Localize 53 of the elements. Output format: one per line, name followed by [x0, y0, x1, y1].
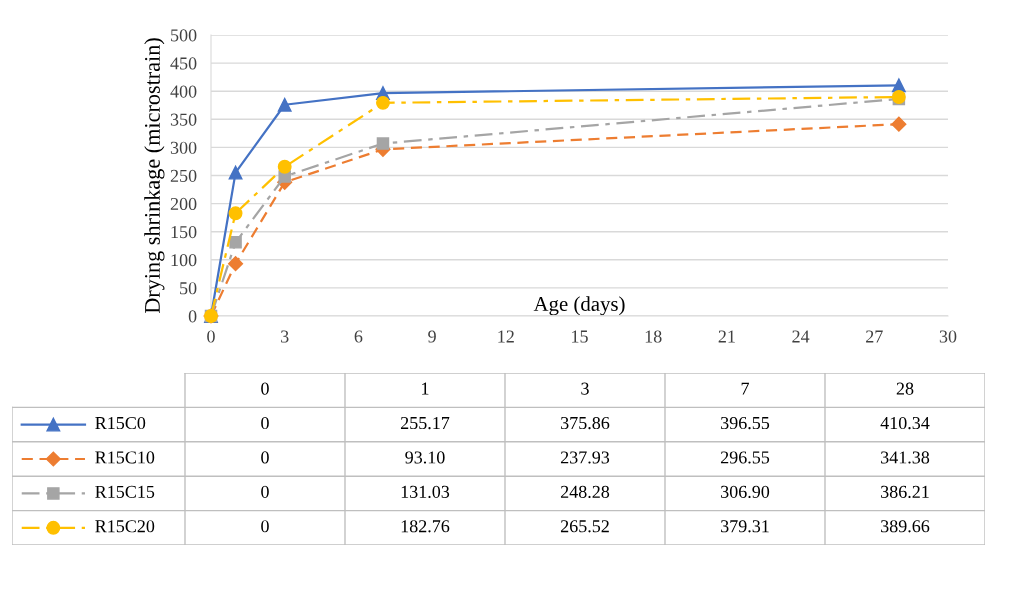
category-label: 0 — [261, 520, 269, 533]
x-tick-label: 9 — [428, 330, 436, 343]
y-tick-label: 100 — [171, 254, 197, 267]
legend-label: R15C0 — [95, 416, 146, 430]
category-label: 0 — [261, 485, 269, 498]
y-tick-label: 50 — [180, 282, 197, 295]
text: 255.17 — [400, 416, 450, 430]
y-tick-label: 300 — [170, 141, 197, 154]
y-tick-label: 500 — [171, 29, 197, 42]
legend-label: R15C20 — [95, 520, 155, 533]
legend-label: R15C10 — [95, 451, 155, 464]
text: 93.10 — [405, 451, 445, 464]
x-tick-label: 21 — [718, 330, 735, 343]
category-label: 3 — [581, 382, 589, 395]
text: 131.03 — [401, 485, 450, 498]
y-tick-label: 450 — [170, 57, 197, 70]
text: 396.55 — [721, 416, 770, 430]
text: 296.55 — [720, 451, 770, 464]
x-tick-label: 6 — [354, 330, 363, 343]
text: 0 — [261, 451, 269, 464]
x-tick-label: 18 — [645, 330, 662, 343]
y-tick-label: 250 — [170, 169, 197, 182]
x-tick-label: 24 — [792, 330, 810, 343]
y-tick-label: 200 — [170, 197, 197, 211]
category-label: 7 — [741, 382, 749, 395]
y-tick-label: 150 — [171, 225, 197, 239]
text: 386.21 — [881, 485, 929, 498]
x-tick-label: 27 — [866, 330, 883, 343]
category-label: 1 — [422, 382, 429, 395]
text: 379.31 — [721, 520, 769, 533]
y-tick-label: 350 — [170, 113, 197, 126]
text: 0 — [261, 416, 269, 430]
x-tick-label: 3 — [281, 330, 289, 343]
text: 389.66 — [881, 520, 930, 533]
text: 375.86 — [561, 416, 610, 430]
x-tick-label: 12 — [498, 330, 514, 343]
category-label: 0 — [261, 382, 269, 395]
text: 265.52 — [560, 520, 609, 533]
text: 182.76 — [401, 520, 450, 533]
x-tick-label: 15 — [572, 330, 588, 343]
y-tick-label: 400 — [170, 85, 197, 98]
text: 341.38 — [881, 451, 930, 464]
text: 248.28 — [560, 485, 610, 498]
x-tick-label: 0 — [207, 330, 215, 343]
x-axis-title: Age (days) — [533, 296, 625, 316]
y-tick-label: 0 — [188, 310, 197, 323]
text: 306.90 — [721, 485, 770, 498]
text: 410.34 — [880, 416, 930, 430]
category-label: 28 — [896, 382, 914, 395]
y-axis-title: Drying shrinkage (microstrain) — [144, 38, 165, 314]
legend-label: R15C15 — [95, 485, 155, 498]
text: 237.93 — [560, 451, 610, 464]
x-tick-label: 30 — [939, 330, 957, 343]
